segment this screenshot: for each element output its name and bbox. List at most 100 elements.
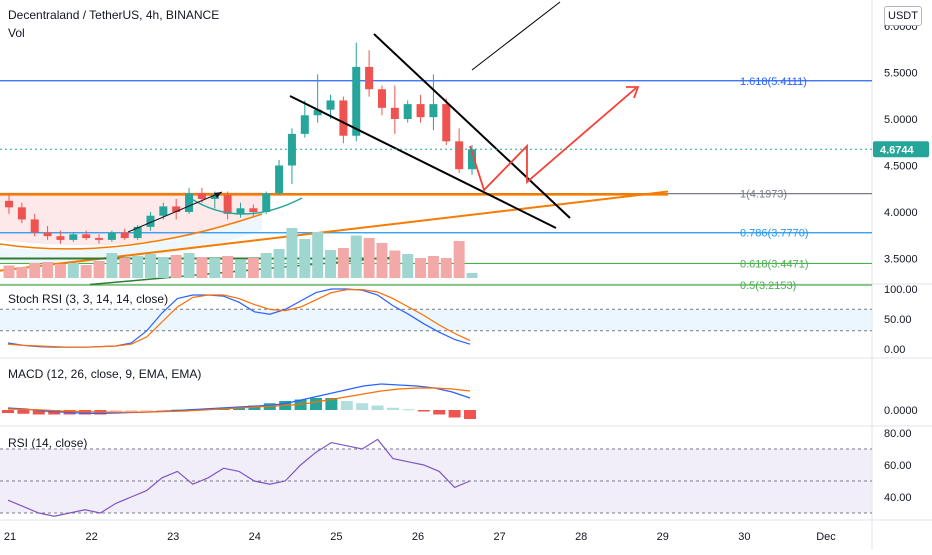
- volume-bar: [29, 263, 41, 278]
- time-label: 25: [330, 531, 342, 543]
- rsi-line: [7, 438, 471, 517]
- candle-body: [172, 206, 181, 212]
- candle-body: [133, 226, 142, 239]
- macd-histogram-bar: [325, 398, 338, 410]
- macd-histogram-bar: [294, 399, 307, 410]
- fib-label: 0.618(3.4471): [740, 258, 809, 270]
- candle-body: [275, 165, 284, 194]
- time-label: 29: [657, 531, 669, 543]
- volume-bar: [183, 253, 195, 278]
- candle-body: [30, 219, 39, 233]
- candle-body: [107, 232, 116, 240]
- price-tick: 4.5000: [884, 161, 918, 173]
- volume-bar: [80, 265, 92, 278]
- fib-label: 1(4.1973): [740, 189, 787, 201]
- volume-bar: [312, 232, 324, 278]
- rounding-arc: [0, 213, 263, 250]
- volume-bar: [144, 254, 156, 278]
- fib-label: 1.618(5.4111): [740, 76, 807, 88]
- candle-body: [249, 208, 258, 212]
- candle-body: [223, 195, 232, 214]
- wedge-upper: [373, 33, 571, 219]
- macd-histogram-bar: [464, 410, 476, 419]
- candle-body: [377, 89, 386, 108]
- candle-body: [352, 66, 361, 136]
- trend-arrowhead: [214, 192, 222, 198]
- candle-body: [442, 104, 451, 142]
- candle-body: [313, 109, 322, 116]
- candle-body: [365, 66, 374, 90]
- rsi-legend: RSI (14, close): [8, 436, 88, 450]
- volume-bar: [106, 253, 118, 278]
- macd-histogram-bar: [340, 401, 353, 410]
- symbol-title: Decentraland / TetherUS, 4h, BINANCE: [8, 8, 220, 22]
- price-tick: 5.5000: [884, 68, 918, 80]
- currency-button[interactable]: USDT: [884, 6, 922, 26]
- candle-body: [236, 208, 245, 214]
- time-label: 26: [412, 531, 424, 543]
- time-label: 30: [738, 531, 750, 543]
- candle-body: [403, 104, 412, 119]
- volume-bar: [16, 267, 28, 278]
- volume-bar: [402, 254, 414, 278]
- macd-tick: 0.0000: [884, 405, 918, 417]
- price-tick: 5.0000: [884, 114, 918, 126]
- candle-body: [5, 200, 13, 208]
- macd-histogram-bar: [140, 410, 153, 413]
- current-price-badge: [873, 141, 929, 158]
- volume-bar: [222, 256, 234, 278]
- price-tick: 3.5000: [884, 254, 918, 266]
- candle-body: [416, 104, 425, 118]
- macd-histogram-bar: [433, 410, 446, 415]
- range-highlight: [0, 214, 262, 264]
- macd-histogram-bar: [248, 405, 261, 410]
- volume-bar: [337, 248, 349, 278]
- time-label: 23: [167, 531, 179, 543]
- cup-arc: [189, 197, 303, 215]
- candle-body: [468, 149, 476, 170]
- volume-legend: Vol: [8, 26, 25, 40]
- volume-bar: [286, 228, 298, 278]
- time-label: Dec: [816, 531, 836, 543]
- volume-bar: [67, 263, 79, 278]
- macd-histogram-bar: [448, 410, 461, 418]
- candle-body: [56, 236, 65, 240]
- macd-histogram-bar: [417, 410, 430, 412]
- time-label: 28: [575, 531, 587, 543]
- volume-bar: [363, 238, 375, 278]
- projection-arrowhead: [626, 86, 640, 99]
- volume-bar: [209, 258, 221, 278]
- fib-label: 0.5(3.2153): [740, 280, 796, 292]
- macd-histogram-bar: [48, 410, 61, 415]
- time-label: 27: [493, 531, 505, 543]
- volume-bar: [54, 264, 66, 278]
- macd-line: [7, 383, 471, 415]
- trend-arrow: [127, 191, 223, 233]
- fib-label: 0.786(3.7770): [740, 228, 809, 240]
- stoch-rsi-legend: Stoch RSI (3, 3, 14, 14, close): [8, 292, 169, 306]
- macd-histogram-bar: [310, 398, 322, 410]
- volume-bar: [132, 256, 144, 278]
- candle-body: [197, 193, 206, 199]
- volume-bar: [93, 261, 105, 278]
- volume-bar: [247, 258, 259, 278]
- macd-histogram-bar: [17, 410, 30, 414]
- time-label: 21: [4, 531, 16, 543]
- candle-body: [120, 232, 129, 239]
- macd-histogram-bar: [32, 410, 45, 415]
- volume-bar: [389, 250, 401, 278]
- macd-histogram-bar: [2, 410, 14, 413]
- volume-bar: [453, 241, 465, 278]
- range-highlight: [0, 192, 262, 246]
- volume-bar: [273, 249, 285, 278]
- candle-body: [455, 141, 464, 170]
- volume-bar: [466, 273, 478, 278]
- stoch-tick: 50.00: [884, 314, 912, 326]
- stoch-band: [0, 309, 872, 331]
- time-label: 24: [249, 531, 261, 543]
- macd-histogram-bar: [156, 410, 168, 412]
- volume-bar: [299, 239, 311, 278]
- candle-body: [262, 193, 271, 212]
